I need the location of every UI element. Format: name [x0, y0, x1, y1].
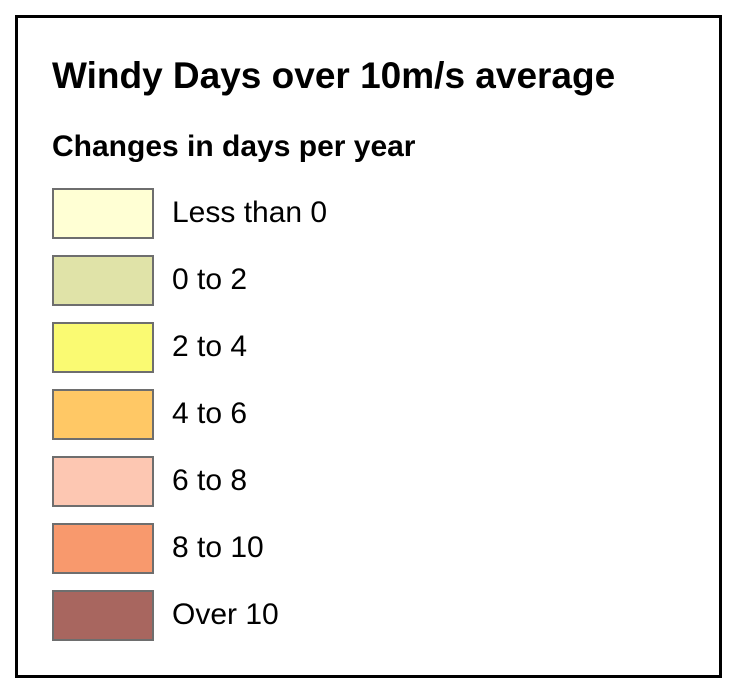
legend-swatch: [52, 589, 154, 641]
legend-item: Over 10: [52, 589, 279, 641]
legend-item: 6 to 8: [52, 455, 247, 507]
legend-swatch: [52, 187, 154, 239]
legend-item-label: 6 to 8: [172, 464, 248, 497]
map-legend: Windy Days over 10m/s average Changes in…: [15, 15, 722, 678]
legend-item: 4 to 6: [52, 388, 247, 440]
legend-swatch: [52, 254, 154, 306]
legend-swatch: [52, 321, 154, 373]
legend-item-label: 4 to 6: [172, 397, 248, 430]
legend-swatch: [52, 522, 154, 574]
legend-item-label: Over 10: [172, 598, 279, 631]
legend-item-label: 8 to 10: [172, 531, 264, 564]
legend-item-label: 0 to 2: [172, 263, 248, 296]
legend-item: 0 to 2: [52, 254, 247, 306]
legend-item: Less than 0: [52, 187, 327, 239]
legend-item-label: Less than 0: [172, 196, 328, 229]
legend-item-label: 2 to 4: [172, 330, 248, 363]
legend-swatch: [52, 455, 154, 507]
legend-swatch: [52, 388, 154, 440]
legend-item: 8 to 10: [52, 522, 264, 574]
legend-subtitle: Changes in days per year: [52, 130, 416, 163]
legend-item: 2 to 4: [52, 321, 247, 373]
legend-title: Windy Days over 10m/s average: [52, 55, 616, 96]
